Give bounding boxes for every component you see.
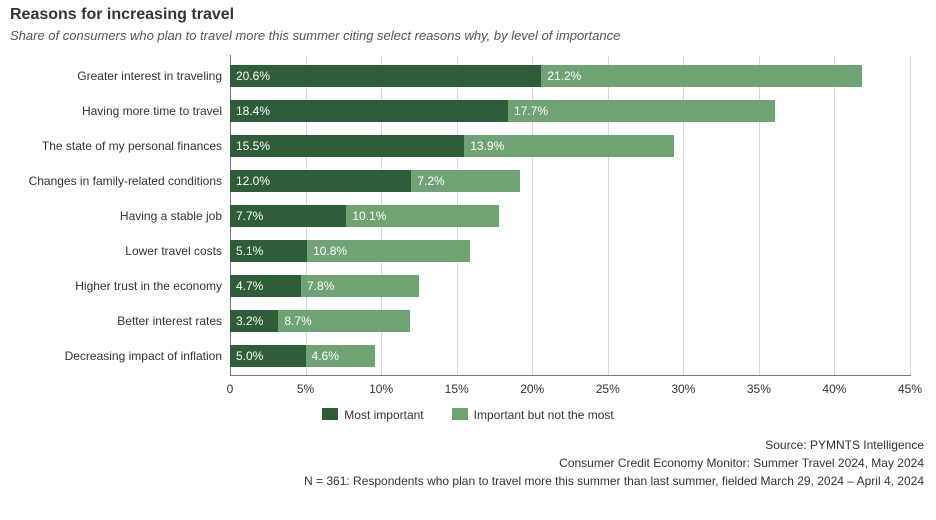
category-label: Having more time to travel [82,104,230,118]
bar-segment: 7.7% [230,205,346,227]
footnote-line: Consumer Credit Economy Monitor: Summer … [559,456,924,470]
category-label: Having a stable job [120,209,230,223]
bar-value-label: 7.8% [307,279,334,293]
bar-segment: 4.6% [306,345,376,367]
x-tick-label: 15% [445,376,469,396]
bar-segment: 5.1% [230,240,307,262]
bar-value-label: 21.2% [547,69,581,83]
bar-segment: 5.0% [230,345,306,367]
bar-segment: 20.6% [230,65,541,87]
category-label: Greater interest in traveling [77,69,230,83]
legend-item: Important but not the most [452,408,614,422]
category-label: The state of my personal finances [42,139,230,153]
bar-value-label: 13.9% [470,139,504,153]
x-tick-label: 5% [297,376,314,396]
category-label: Higher trust in the economy [75,279,230,293]
bar-segment: 17.7% [508,100,775,122]
plot-area: 05%10%15%20%25%30%35%40%45%Greater inter… [230,56,910,376]
bar-value-label: 5.1% [236,244,263,258]
x-tick-label: 30% [671,376,695,396]
category-label: Changes in family-related conditions [29,174,230,188]
bar-segment: 7.8% [301,275,419,297]
chart-container: Reasons for increasing travel Share of c… [0,0,936,520]
bar-value-label: 17.7% [514,104,548,118]
legend-label: Most important [344,408,423,422]
bar-segment: 13.9% [464,135,674,157]
x-tick-label: 25% [596,376,620,396]
chart-subtitle: Share of consumers who plan to travel mo… [10,28,620,43]
bar-segment: 3.2% [230,310,278,332]
bar-value-label: 18.4% [236,104,270,118]
bar-value-label: 12.0% [236,174,270,188]
bar-segment: 4.7% [230,275,301,297]
category-label: Better interest rates [117,314,230,328]
bar-value-label: 4.7% [236,279,263,293]
bar-segment: 21.2% [541,65,861,87]
bar-value-label: 15.5% [236,139,270,153]
x-tick-label: 10% [369,376,393,396]
x-tick-label: 35% [747,376,771,396]
x-tick-label: 0 [227,376,234,396]
bar-segment: 12.0% [230,170,411,192]
x-tick-label: 20% [520,376,544,396]
bar-value-label: 10.8% [313,244,347,258]
legend-swatch [322,408,338,420]
bar-value-label: 7.7% [236,209,263,223]
bar-segment: 10.1% [346,205,499,227]
bar-segment: 15.5% [230,135,464,157]
bar-value-label: 8.7% [284,314,311,328]
legend-item: Most important [322,408,423,422]
legend: Most important Important but not the most [0,408,936,422]
bar-value-label: 20.6% [236,69,270,83]
chart-title: Reasons for increasing travel [10,6,234,24]
bar-value-label: 4.6% [312,349,339,363]
category-label: Decreasing impact of inflation [65,349,230,363]
x-tick-label: 45% [898,376,922,396]
bar-segment: 18.4% [230,100,508,122]
legend-swatch [452,408,468,420]
x-tick-label: 40% [822,376,846,396]
footnote-line: Source: PYMNTS Intelligence [765,438,924,452]
legend-label: Important but not the most [474,408,614,422]
bar-value-label: 3.2% [236,314,263,328]
footnote-line: N = 361: Respondents who plan to travel … [304,474,924,488]
bar-value-label: 7.2% [417,174,444,188]
bar-value-label: 10.1% [352,209,386,223]
bar-segment: 7.2% [411,170,520,192]
category-label: Lower travel costs [125,244,230,258]
bar-segment: 8.7% [278,310,409,332]
bar-segment: 10.8% [307,240,470,262]
bar-value-label: 5.0% [236,349,263,363]
